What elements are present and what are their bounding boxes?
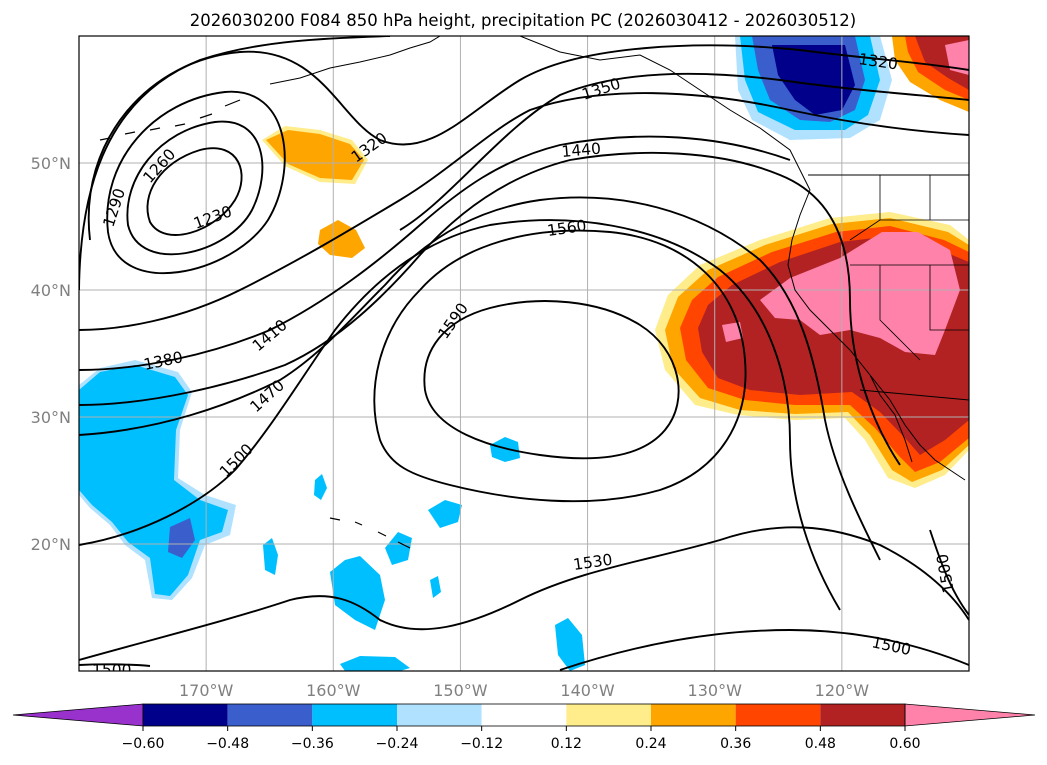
lon-tick-label: 170°W: [179, 681, 234, 700]
colorbar-segment: [143, 704, 228, 726]
contour-1350: [79, 36, 969, 291]
positive-anomaly-canada-core: [945, 40, 969, 75]
north-america-coast: [787, 189, 966, 481]
contour-1470: [79, 196, 881, 561]
hawaii-islands: [329, 517, 411, 549]
negative-anomaly-blob-9: [340, 656, 410, 671]
contour-1500-sw: [79, 663, 151, 667]
colorbar-segment: [820, 704, 905, 726]
colorbar-segment: [397, 704, 482, 726]
negative-anomaly-west-core: [168, 518, 195, 558]
positive-anomaly-mid-pacific-1-core: [266, 130, 364, 180]
negative-anomaly-blob-7: [314, 474, 327, 500]
positive-anomaly-small-pink: [722, 322, 743, 342]
contour-label: 1560: [546, 217, 588, 240]
lat-tick-label: 40°N: [31, 281, 71, 300]
contour-1230: [146, 147, 243, 236]
precipitation-shading: [79, 36, 969, 671]
negative-anomaly-blob-2: [490, 437, 520, 462]
contour-1590: [423, 300, 680, 460]
baja-coast: [869, 374, 913, 463]
colorbar: −0.60 −0.48 −0.36 −0.24 −0.12 0.12 0.24 0.36 0.4…: [12, 703, 1036, 752]
map-frame: [78, 35, 970, 672]
contour-1560: [373, 229, 747, 503]
contour-1500: [79, 219, 841, 611]
colorbar-tick-label: 0.60: [889, 736, 920, 752]
contour-label: 1440: [561, 140, 602, 161]
contour-1500-south: [559, 629, 969, 671]
contour-1500-east: [929, 529, 969, 616]
colorbar-frame: [142, 703, 906, 727]
us-mexico-border: [859, 389, 969, 401]
contour-label: 1320: [857, 50, 899, 73]
contour-1530: [79, 526, 969, 661]
contour-1260: [126, 120, 264, 256]
colorbar-tick-label: −0.60: [122, 736, 165, 752]
negative-anomaly-blob-1: [330, 556, 385, 630]
positive-anomaly-mid-pacific-2: [318, 220, 365, 258]
lon-tick-label: 120°W: [815, 681, 870, 700]
contour-1380: [79, 92, 969, 331]
contour-1290: [106, 91, 286, 275]
colorbar-segment: [566, 704, 651, 726]
negative-anomaly-blob-3: [428, 500, 462, 528]
map-panel: 1230 1260 1290 1320 1320 1350 1380 1410 …: [79, 36, 969, 679]
height-contours: [79, 36, 969, 671]
latitude-tick-labels: 20°N 30°N 40°N 50°N: [31, 154, 71, 554]
longitude-tick-labels: 170°W 160°W 150°W 140°W 130°W 120°W: [179, 681, 869, 700]
colorbar-tick-label: −0.36: [291, 736, 334, 752]
contour-label: 1530: [572, 551, 614, 574]
alaska-aleutian-coast: [269, 36, 441, 85]
negative-anomaly-blob-8: [430, 576, 441, 598]
lon-tick-label: 160°W: [306, 681, 361, 700]
lon-tick-label: 140°W: [560, 681, 615, 700]
colorbar-tick-label: 0.12: [551, 736, 582, 752]
negative-anomaly-blob-5: [555, 618, 585, 671]
negative-anomaly-blob-6: [263, 538, 278, 575]
colorbar-extend-high: [904, 703, 1036, 727]
colorbar-segment: [735, 704, 821, 726]
lat-tick-label: 20°N: [31, 535, 71, 554]
colorbar-segment: [227, 704, 313, 726]
map-title: 2026030200 F084 850 hPa height, precipit…: [190, 11, 856, 30]
contour-1440: [79, 151, 901, 466]
colorbar-segment: [651, 704, 736, 726]
colorbar-tick-label: −0.24: [376, 736, 419, 752]
colorbar-tick-label: 0.36: [720, 736, 751, 752]
positive-anomaly-california-pink: [760, 232, 960, 355]
lat-tick-label: 50°N: [31, 154, 71, 173]
aleutian-islands: [99, 99, 241, 141]
colorbar-tick-label: −0.12: [460, 736, 503, 752]
state-boundaries: [849, 175, 969, 361]
colorbar-tick-label: −0.48: [206, 736, 249, 752]
negative-anomaly-alaska-core: [772, 45, 855, 115]
colorbar-extend-low: [12, 703, 144, 727]
colorbar-segment: [481, 704, 567, 726]
negative-anomaly-blob-4: [385, 532, 412, 565]
lon-tick-label: 150°W: [433, 681, 488, 700]
contour-1410: [79, 135, 791, 371]
lat-tick-label: 30°N: [31, 408, 71, 427]
colorbar-tick-label: 0.48: [805, 736, 836, 752]
contour-label: 1500: [92, 661, 131, 679]
colorbar-segment: [312, 704, 397, 726]
colorbar-tick-label: 0.24: [635, 736, 666, 752]
lon-tick-label: 130°W: [688, 681, 743, 700]
